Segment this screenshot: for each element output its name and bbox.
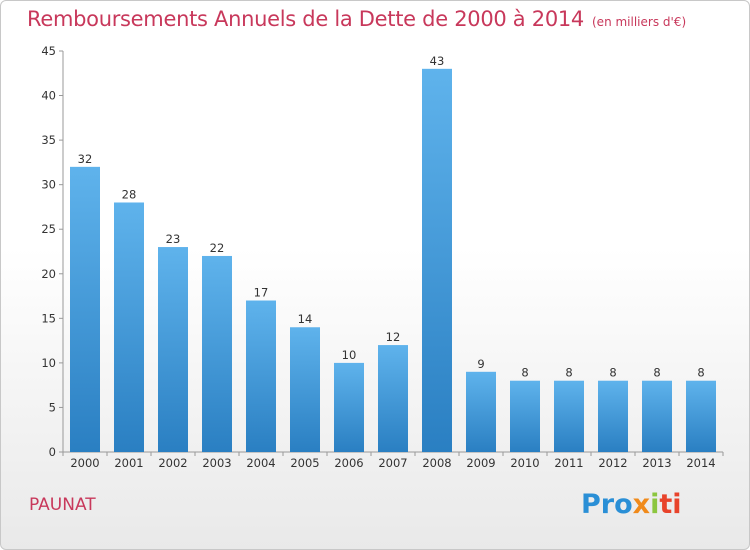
value-label: 17 [254, 286, 269, 300]
x-tick-label: 2000 [70, 456, 99, 470]
y-tick-label: 0 [49, 445, 56, 459]
bar-2010 [510, 380, 540, 452]
y-tick-label: 10 [41, 356, 56, 370]
x-tick-label: 2005 [290, 456, 319, 470]
x-tick-label: 2003 [202, 456, 231, 470]
logo-part-4: ti [659, 489, 682, 520]
value-label: 8 [521, 366, 528, 380]
value-label: 8 [565, 366, 572, 380]
x-tick-label: 2002 [158, 456, 187, 470]
proxiti-logo: Proxiti [581, 489, 682, 520]
value-label: 10 [342, 348, 357, 362]
y-tick-label: 20 [41, 267, 56, 281]
x-tick-label: 2004 [246, 456, 275, 470]
y-tick-label: 35 [41, 133, 56, 147]
value-label: 22 [210, 241, 225, 255]
bar-2005 [290, 327, 320, 452]
bar-2000 [70, 166, 100, 452]
x-tick-label: 2014 [686, 456, 715, 470]
bar-2001 [114, 202, 144, 452]
y-tick-label: 45 [41, 44, 56, 58]
x-tick-label: 2001 [114, 456, 143, 470]
x-tick-label: 2012 [598, 456, 627, 470]
bar-2011 [554, 380, 584, 452]
value-label: 8 [653, 366, 660, 380]
value-label: 28 [122, 187, 137, 201]
chart-title: Remboursements Annuels de la Dette de 20… [27, 7, 686, 31]
x-tick-label: 2010 [510, 456, 539, 470]
chart-title-text: Remboursements Annuels de la Dette de 20… [27, 7, 584, 31]
bar-2006 [334, 362, 364, 452]
chart-subtitle: (en milliers d'€) [592, 15, 687, 29]
chart-labels: 2000 32 2001 28 2002 23 2003 22 2004 17 2005 14 2006… [70, 54, 715, 470]
y-tick-label: 5 [49, 400, 56, 414]
bar-2003 [202, 255, 232, 452]
logo-part-1: Pro [581, 489, 633, 520]
value-label: 8 [609, 366, 616, 380]
x-tick-label: 2009 [466, 456, 495, 470]
value-label: 43 [430, 54, 445, 68]
x-tick-label: 2011 [554, 456, 583, 470]
bar-2012 [598, 380, 628, 452]
value-label: 32 [78, 152, 93, 166]
bar-2007 [378, 345, 408, 452]
x-tick-label: 2007 [378, 456, 407, 470]
chart-bars [70, 68, 716, 453]
bar-2004 [246, 300, 276, 452]
commune-name: PAUNAT [29, 495, 96, 515]
y-tick-label: 15 [41, 311, 56, 325]
bar-2014 [686, 380, 716, 452]
bar-2008 [422, 68, 452, 453]
bar-2002 [158, 247, 188, 452]
y-tick-label: 30 [41, 178, 56, 192]
value-label: 23 [166, 232, 181, 246]
x-tick-label: 2013 [642, 456, 671, 470]
value-label: 12 [386, 330, 401, 344]
value-label: 9 [477, 357, 484, 371]
value-label: 14 [298, 312, 313, 326]
bar-2013 [642, 380, 672, 452]
logo-part-2: x [632, 489, 651, 520]
x-tick-label: 2006 [334, 456, 363, 470]
y-tick-label: 40 [41, 89, 56, 103]
chart-axes: 0 5 10 15 20 25 30 35 40 45 [41, 44, 724, 459]
value-label: 8 [697, 366, 704, 380]
bar-2009 [466, 371, 496, 452]
y-tick-label: 25 [41, 222, 56, 236]
x-tick-label: 2008 [422, 456, 451, 470]
logo-part-3: i [650, 489, 660, 520]
